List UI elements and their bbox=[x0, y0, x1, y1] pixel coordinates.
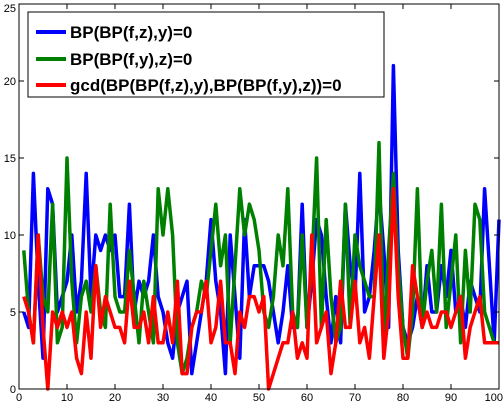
series-line-0 bbox=[22, 63, 501, 376]
x-tick-label: 30 bbox=[157, 392, 169, 403]
x-tick-label: 70 bbox=[349, 392, 361, 403]
legend-label-2: gcd(BP(BP(f,z),y),BP(BP(f,y),z))=0 bbox=[70, 76, 342, 95]
y-tick-label: 20 bbox=[4, 76, 16, 88]
x-tick-label: 40 bbox=[205, 392, 217, 403]
y-tick-label: 0 bbox=[10, 384, 16, 396]
x-tick-label: 20 bbox=[109, 392, 121, 403]
y-tick-label: 15 bbox=[4, 153, 16, 165]
legend-label-1: BP(BP(f,y),z)=0 bbox=[70, 50, 192, 69]
legend: BP(BP(f,z),y)=0 BP(BP(f,y),z)=0 gcd(BP(B… bbox=[27, 11, 385, 98]
y-tick-label: 5 bbox=[10, 307, 16, 319]
x-tick-label: 90 bbox=[445, 392, 457, 403]
x-tick-label: 0 bbox=[16, 392, 22, 403]
series-line-2 bbox=[22, 187, 499, 391]
x-tick-label: 10 bbox=[61, 392, 73, 403]
x-tick-label: 80 bbox=[397, 392, 409, 403]
tick-layer: 0 10 20 30 40 50 60 70 80 90 100 0 5 10 15 20 25 bbox=[4, 3, 503, 403]
x-tick-label: 100 bbox=[485, 392, 503, 403]
x-tick-label: 60 bbox=[301, 392, 313, 403]
series-layer bbox=[22, 63, 501, 391]
y-tick-label: 10 bbox=[4, 230, 16, 242]
x-tick-label: 50 bbox=[253, 392, 265, 403]
legend-box bbox=[27, 11, 385, 98]
legend-label-0: BP(BP(f,z),y)=0 bbox=[70, 23, 192, 42]
y-tick-label: 25 bbox=[4, 3, 16, 15]
